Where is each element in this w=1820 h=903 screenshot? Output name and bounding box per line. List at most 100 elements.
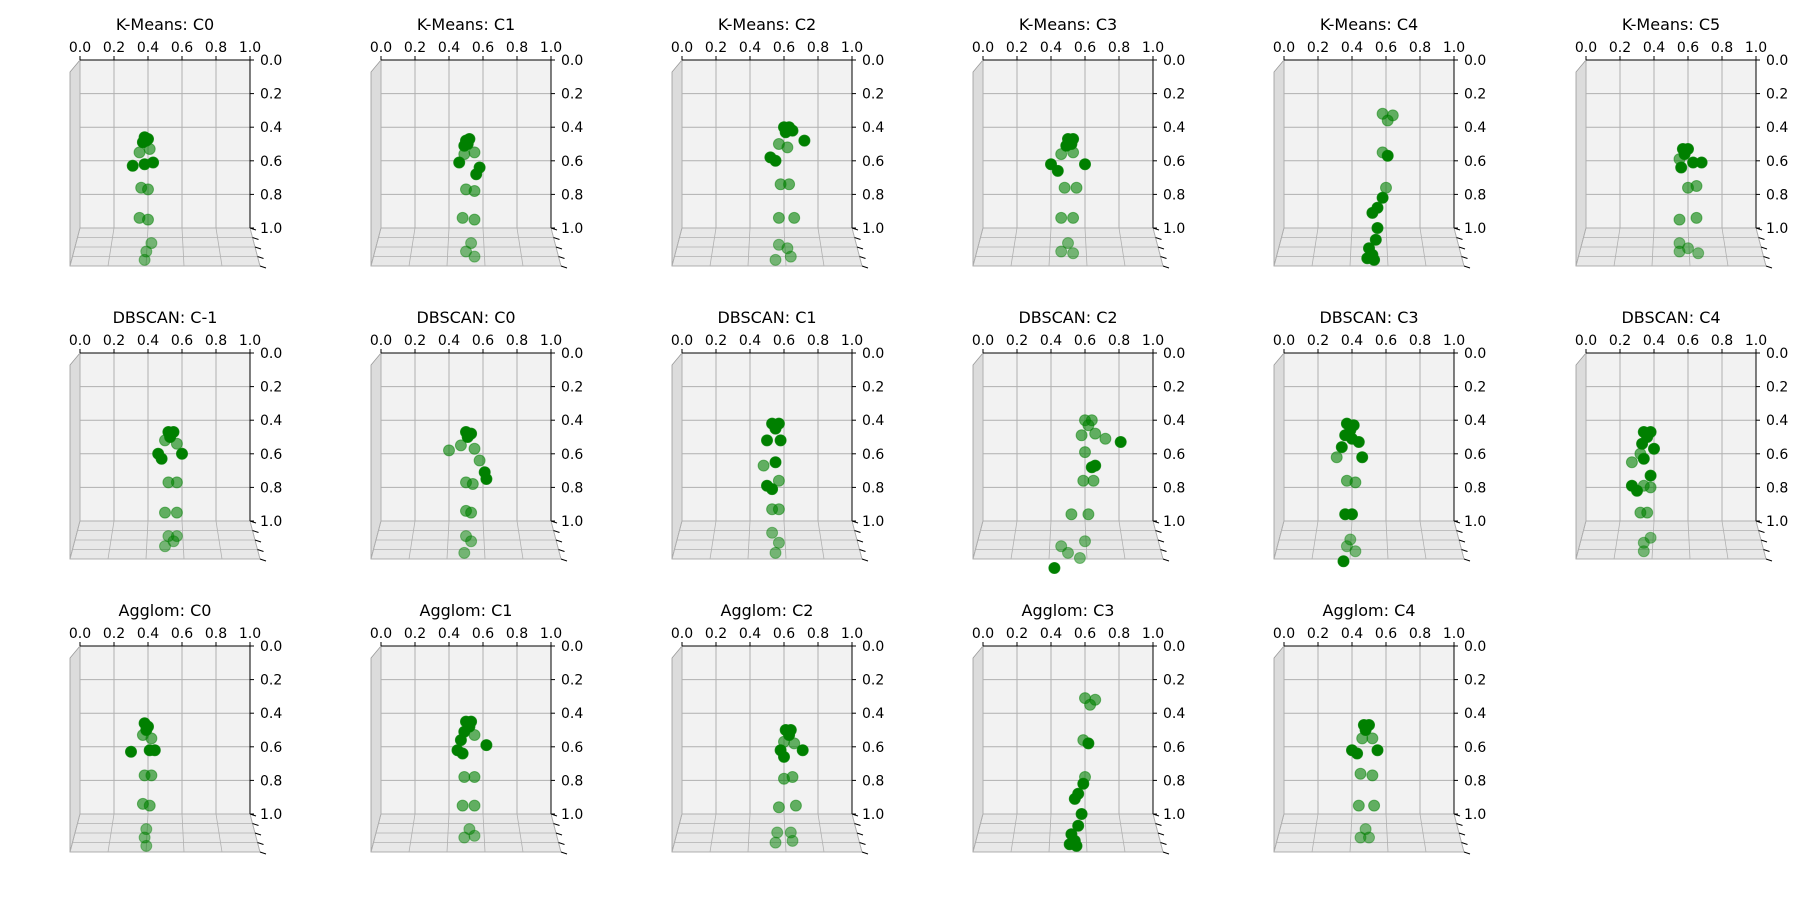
x-tick-label: 0.6 [773, 333, 795, 349]
data-point [1346, 508, 1358, 521]
scatter-points [453, 133, 486, 263]
data-point [1675, 161, 1688, 174]
x-tick-label: 0.2 [705, 626, 727, 642]
z-tick [555, 832, 563, 836]
data-point [1051, 164, 1064, 177]
scatter-points [1045, 133, 1091, 260]
y-tick-label: 1.0 [1464, 807, 1486, 823]
z-tick [555, 539, 563, 543]
x-tick-label: 0.8 [506, 626, 528, 642]
z-tick [861, 851, 869, 855]
panel-title: DBSCAN: C1 [717, 308, 816, 327]
z-tick [560, 851, 568, 855]
back-pane [983, 353, 1153, 521]
x-tick-label: 1.0 [1443, 40, 1465, 56]
data-point [1356, 451, 1369, 464]
data-point [786, 124, 799, 137]
y-tick-label: 0.4 [260, 120, 282, 136]
y-tick-label: 0.8 [862, 480, 884, 496]
data-point [1692, 247, 1705, 260]
y-tick-label: 0.0 [260, 346, 282, 362]
x-tick-label: 1.0 [540, 333, 562, 349]
y-tick-label: 0.4 [260, 706, 282, 722]
data-point [789, 799, 802, 812]
y-tick-label: 0.0 [1464, 53, 1486, 69]
x-tick-label: 0.0 [671, 626, 693, 642]
x-tick-label: 0.4 [1643, 333, 1665, 349]
x-tick-label: 1.0 [540, 626, 562, 642]
back-pane [1586, 60, 1756, 228]
y-tick-label: 0.8 [260, 480, 282, 496]
x-tick-label: 1.0 [1142, 626, 1164, 642]
z-tick [1463, 558, 1471, 562]
x-tick-label: 0.8 [1409, 626, 1431, 642]
data-point [798, 134, 811, 147]
y-tick-label: 0.0 [1464, 639, 1486, 655]
data-point [138, 253, 151, 266]
x-tick-label: 0.0 [972, 40, 994, 56]
y-tick-label: 1.0 [1163, 807, 1185, 823]
panel-title: Agglom: C1 [420, 601, 513, 620]
x-tick-label: 0.2 [1307, 333, 1329, 349]
x-tick-label: 1.0 [1745, 40, 1767, 56]
panel-7: 0.0 0.2 0.4 0.6 0.8 1.00.00.20.40.60.81.0DBSC… [69, 308, 282, 562]
scatter-points [1361, 107, 1399, 266]
z-tick [553, 237, 560, 240]
back-pane [682, 60, 852, 228]
data-point [1625, 456, 1638, 469]
y-tick-label: 0.0 [862, 53, 884, 69]
panel-title: DBSCAN: C2 [1018, 308, 1117, 327]
back-pane [983, 646, 1153, 814]
z-tick [1763, 256, 1770, 259]
y-tick-label: 0.4 [1163, 120, 1185, 136]
y-tick-label: 0.6 [1766, 447, 1788, 463]
x-tick-label: 0.8 [1108, 333, 1130, 349]
data-point [125, 745, 137, 758]
data-point [454, 734, 467, 747]
data-point [454, 439, 467, 452]
x-tick-label: 0.4 [1341, 626, 1363, 642]
y-tick-label: 0.2 [1464, 673, 1486, 689]
x-tick-label: 0.0 [1575, 40, 1597, 56]
y-tick-label: 0.6 [862, 447, 884, 463]
panel-9: 0.0 0.2 0.4 0.6 0.8 1.00.00.20.40.60.81.0DBSC… [671, 308, 884, 562]
x-tick-label: 0.2 [103, 626, 125, 642]
y-tick-label: 0.0 [862, 639, 884, 655]
data-point [1637, 452, 1650, 465]
y-tick-label: 0.8 [1163, 773, 1185, 789]
x-tick-label: 0.6 [472, 333, 494, 349]
x-tick-label: 0.4 [739, 333, 761, 349]
x-tick-label: 0.2 [103, 333, 125, 349]
z-tick [854, 530, 861, 533]
y-tick-label: 0.6 [1464, 154, 1486, 170]
x-tick-label: 0.6 [1677, 40, 1699, 56]
z-tick [856, 832, 864, 836]
data-point [772, 801, 785, 814]
data-point [1114, 436, 1127, 448]
data-point [170, 530, 183, 543]
data-point [145, 732, 158, 745]
data-point [1082, 508, 1095, 521]
y-tick-label: 1.0 [1766, 514, 1788, 530]
scatter-points [1330, 417, 1369, 568]
panel-title: K-Means: C4 [1320, 15, 1418, 34]
x-tick-label: 0.8 [506, 333, 528, 349]
y-tick-label: 0.2 [260, 87, 282, 103]
panel-10: 0.0 0.2 0.4 0.6 0.8 1.00.00.20.40.60.81.0DBSC… [972, 308, 1185, 574]
x-tick-label: 0.0 [1273, 626, 1295, 642]
x-tick-label: 0.6 [1074, 40, 1096, 56]
panel-title: DBSCAN: C-1 [113, 308, 218, 327]
y-tick-label: 0.2 [1464, 87, 1486, 103]
back-pane [1586, 353, 1756, 521]
y-tick-label: 0.2 [1464, 380, 1486, 396]
y-tick-label: 0.8 [561, 773, 583, 789]
y-tick-label: 0.4 [862, 120, 884, 136]
data-point [1337, 555, 1350, 568]
data-point [778, 750, 790, 763]
data-point [1058, 181, 1071, 194]
z-tick [1155, 237, 1162, 240]
scatter-points [443, 426, 493, 559]
data-point [1089, 427, 1102, 440]
data-point [468, 185, 481, 197]
data-point [1368, 253, 1381, 266]
